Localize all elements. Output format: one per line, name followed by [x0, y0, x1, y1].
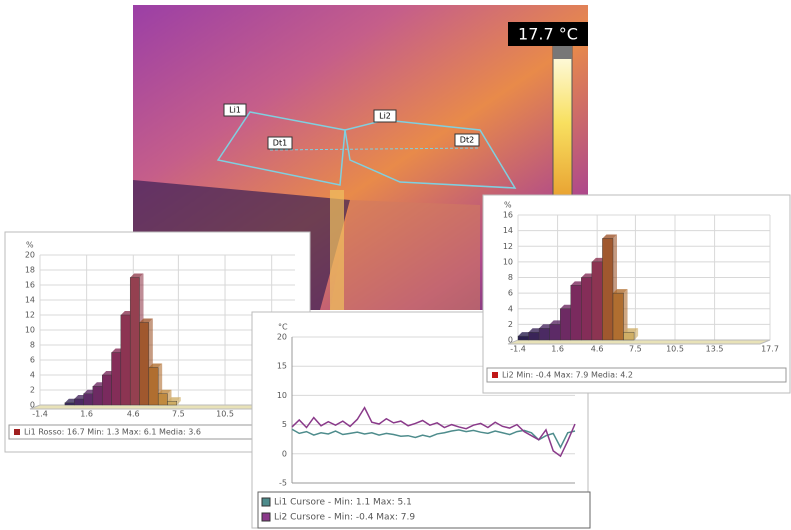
marker-label: Dt1 [273, 139, 287, 148]
x-tick-label: 7.5 [172, 410, 185, 419]
bar [121, 315, 130, 405]
legend-label: Li1 Cursore - Min: 1.1 Max: 5.1 [274, 498, 412, 508]
bar [581, 278, 592, 341]
x-tick-label: 4.6 [127, 410, 140, 419]
legend-swatch [492, 372, 498, 378]
bar [149, 368, 158, 406]
bar [84, 394, 93, 405]
bar [539, 328, 550, 340]
bar [602, 238, 613, 340]
y-tick-label: 8 [508, 273, 513, 282]
bar [529, 332, 540, 340]
y-axis-label: °C [278, 323, 288, 332]
x-tick-label: 7.5 [629, 345, 642, 354]
bar [613, 293, 624, 340]
y-tick-label: 6 [508, 289, 513, 298]
bar [518, 336, 529, 340]
x-tick-label: 10.5 [216, 410, 234, 419]
x-tick-label: -1.4 [510, 345, 526, 354]
legend-swatch [262, 513, 270, 521]
y-tick-label: 0 [282, 449, 287, 458]
y-tick-label: 10 [503, 257, 513, 266]
legend-swatch [14, 429, 20, 435]
legend-label: Li2 Min: -0.4 Max: 7.9 Media: 4.2 [502, 371, 633, 380]
y-tick-label: -5 [279, 479, 287, 488]
y-tick-label: 2 [508, 320, 513, 329]
legend-swatch [262, 498, 270, 506]
y-tick-label: 14 [25, 296, 35, 305]
temperature-readout: 17.7 °C [518, 25, 578, 44]
bar [65, 403, 74, 405]
y-tick-label: 4 [508, 304, 513, 313]
y-tick-label: 2 [30, 386, 35, 395]
x-tick-label: 1.6 [80, 410, 93, 419]
y-tick-label: 12 [503, 242, 513, 251]
bar [112, 353, 121, 406]
y-tick-label: 16 [25, 281, 35, 290]
y-axis-label: % [26, 241, 34, 250]
screen: 17.7 °C Li1 Li2 Dt1 Dt2 % 0 2 4 6 8 10 12 14 16 18… [0, 0, 791, 530]
y-tick-label: 6 [30, 356, 35, 365]
y-tick-label: 12 [25, 311, 35, 320]
bar [130, 278, 139, 406]
y-tick-label: 20 [25, 251, 35, 260]
y-tick-label: 14 [503, 226, 513, 235]
color-scale [553, 45, 572, 200]
panel-background [483, 195, 790, 393]
bar [140, 323, 149, 406]
histogram-floor [508, 340, 770, 344]
y-tick-label: 15 [277, 362, 287, 371]
bar [550, 324, 561, 340]
marker-label: Li2 [379, 112, 391, 121]
y-tick-label: 8 [30, 341, 35, 350]
x-tick-label: 4.6 [591, 345, 604, 354]
x-tick-label: -1.4 [32, 410, 48, 419]
bar [571, 285, 582, 340]
bar [168, 401, 177, 405]
y-tick-label: 18 [25, 266, 35, 275]
legend-label: Li2 Cursore - Min: -0.4 Max: 7.9 [274, 513, 415, 523]
y-axis-label: % [504, 201, 512, 210]
x-tick-label: 10.5 [666, 345, 684, 354]
y-tick-label: 5 [282, 420, 287, 429]
x-tick-label: 17.7 [761, 345, 779, 354]
y-tick-label: 16 [503, 211, 513, 220]
bar [624, 332, 635, 340]
bar [158, 394, 167, 405]
x-tick-label: 13.5 [706, 345, 724, 354]
road [330, 190, 344, 310]
y-tick-label: 20 [277, 333, 287, 342]
y-tick-label: 10 [25, 326, 35, 335]
bar [93, 386, 102, 405]
bar [102, 375, 111, 405]
marker-label: Dt2 [460, 136, 474, 145]
marker-label: Li1 [229, 106, 241, 115]
legend-label: Li1 Rosso: 16.7 Min: 1.3 Max: 6.1 Media:… [24, 428, 201, 437]
bar [74, 399, 83, 405]
y-tick-label: 10 [277, 391, 287, 400]
bar [592, 262, 603, 340]
warm-field [330, 200, 480, 310]
scale-cursor [553, 45, 572, 59]
y-tick-label: 4 [30, 371, 35, 380]
x-tick-label: 1.6 [551, 345, 564, 354]
bar [560, 309, 571, 340]
